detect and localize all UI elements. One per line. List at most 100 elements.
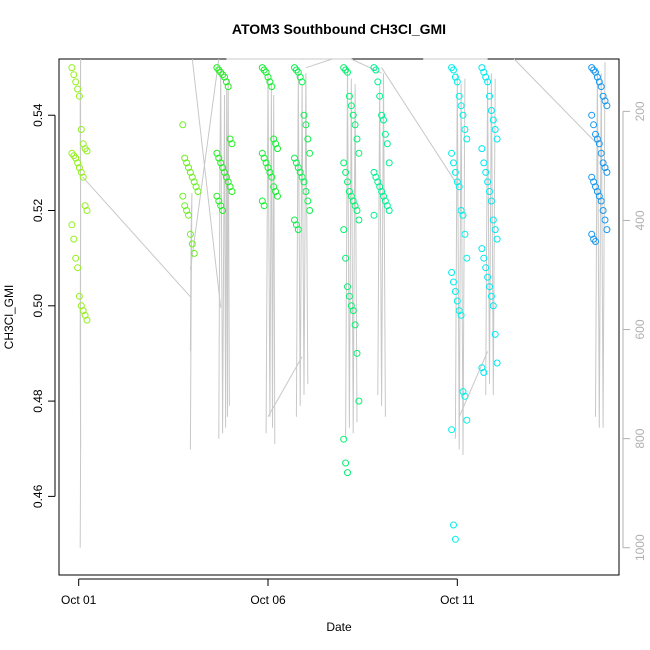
data-point [355,216,363,224]
data-point [478,364,486,372]
data-point [461,126,469,133]
data-point [179,121,187,129]
data-point [353,135,361,143]
right-axis-tick-label: 600 [633,319,647,339]
data-points [68,64,611,543]
data-point [453,78,461,86]
data-point [380,116,387,124]
data-point [345,188,353,195]
data-point [268,173,276,181]
data-point [451,288,459,295]
data-point [292,66,300,74]
y-tick-label: 0.50 [31,294,45,318]
right-axis-tick-label: 800 [633,428,647,448]
pressure-connector-9 [305,58,333,69]
data-point [291,154,298,162]
data-point [213,149,221,157]
data-point [380,192,387,200]
pressure-profile-10 [595,62,606,428]
data-point [487,107,495,114]
data-point [258,149,266,157]
data-point [260,66,268,74]
data-point [597,197,605,205]
data-point [349,307,357,315]
data-point [592,238,599,245]
x-tick-label: Oct 11 [440,593,475,607]
data-point [355,397,363,405]
data-point [213,192,221,200]
data-point [457,207,465,214]
data-point [302,121,310,129]
data-point [383,140,391,148]
data-point [75,164,83,172]
data-point [378,188,386,195]
data-point [372,66,380,74]
data-point [486,188,493,195]
data-point [593,135,601,143]
data-point [353,349,361,357]
pressure-connector-11 [381,67,460,188]
data-point [270,183,278,191]
data-point [342,254,350,262]
data-point [376,92,384,100]
data-point [272,188,280,195]
data-point [376,183,384,191]
pressure-profile-5 [295,73,309,417]
data-point [185,211,192,219]
y-tick-label: 0.46 [31,484,45,508]
pressure-profile-6 [345,67,358,439]
data-point [291,216,298,224]
data-point [74,159,82,167]
right-axis-tick-label: 200 [633,101,647,121]
pressure-profile-3 [218,67,230,439]
data-point [478,145,486,153]
data-point [70,235,78,243]
data-point [72,78,80,86]
data-point [482,264,490,272]
x-tick-label: Oct 06 [250,593,286,607]
y-tick-label: 0.54 [31,103,45,127]
data-point [592,68,599,76]
data-point [224,83,232,91]
data-point [381,130,389,138]
data-point [461,230,469,238]
data-point [190,249,198,257]
chart-title: ATOM3 Southbound CH3Cl_GMI [232,21,446,37]
data-point [592,130,599,138]
data-point [590,178,598,186]
data-point [353,207,361,214]
data-point [266,168,274,176]
data-point [262,68,270,76]
data-point [79,307,87,315]
data-point [190,178,198,186]
data-point [215,66,223,74]
data-point [70,71,78,79]
data-point [221,168,228,176]
data-point [183,159,191,167]
data-point [592,183,599,191]
data-point [77,126,85,133]
data-point [228,188,236,195]
data-point [374,78,382,86]
data-point [188,173,196,181]
data-point [181,154,189,162]
data-point [79,140,87,148]
x-tick-label: Oct 01 [61,593,97,607]
data-point [383,202,391,210]
data-point [72,154,80,162]
data-point [486,283,493,291]
data-point [81,311,89,319]
data-point [349,197,357,205]
data-point [593,188,601,195]
data-point [603,226,611,234]
data-point [463,254,471,262]
data-point [181,202,189,210]
data-point [453,178,461,186]
data-point [597,83,605,91]
data-point [192,183,200,191]
data-point [217,159,225,167]
data-point [83,207,91,214]
data-point [347,192,355,200]
data-point [300,111,308,119]
data-point [484,78,492,86]
